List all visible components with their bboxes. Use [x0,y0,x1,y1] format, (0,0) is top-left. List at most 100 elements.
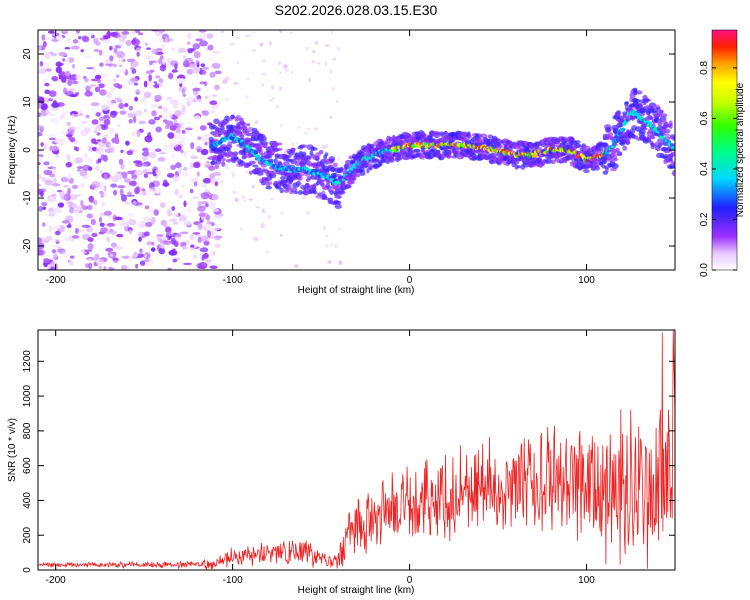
noise-blob [128,105,134,111]
noise-blob [134,96,139,102]
noise-blob [126,194,135,197]
ridge-halo [324,152,329,157]
noise-blob [53,252,58,259]
ridge-halo [291,147,296,152]
noise-blob [199,40,208,47]
noise-blob [61,110,67,116]
noise-blob [40,190,44,197]
ridge-halo [335,200,342,205]
noise-speckle [261,72,267,76]
noise-blob [169,38,174,42]
ridge-halo [337,194,342,199]
noise-blob [111,137,119,144]
noise-blob [98,265,103,270]
noise-speckle [308,77,311,83]
noise-speckle [235,36,241,40]
snr-panel: -200 -100 0 100 0 200 400 600 800 1000 1200 Heigh… [7,329,676,596]
noise-speckle [324,61,328,66]
noise-speckle [304,46,310,52]
noise-blob [144,42,149,46]
noise-speckle [336,46,341,52]
ridge-halo [284,154,292,159]
noise-speckle [301,195,307,199]
noise-blob [143,216,151,223]
noise-blob [53,239,61,242]
noise-blob [204,141,208,146]
ridge-halo [663,128,671,134]
noise-blob [38,132,43,137]
ridge-halo [671,170,675,177]
noise-blob [51,193,57,197]
ridge-halo [631,135,639,140]
noise-speckle [277,60,282,65]
noise-blob [84,249,93,252]
noise-blob [171,153,176,160]
ridge-halo [466,133,472,139]
noise-blob [65,91,74,97]
ridge-halo [660,113,668,118]
noise-blob [143,91,152,99]
noise-blob [200,63,206,68]
noise-blob [165,120,174,127]
noise-blob [116,171,122,175]
noise-blob [51,249,57,254]
noise-blob [75,30,80,34]
noise-blob [41,62,51,70]
snr-y-label: SNR (10 * v/v) [7,418,18,482]
noise-blob [38,237,42,244]
noise-blob [191,177,196,184]
noise-blob [75,75,82,80]
noise-blob [213,208,219,213]
ridge-halo [290,187,298,193]
noise-blob [42,145,47,150]
noise-blob [184,127,193,131]
noise-blob [80,129,89,137]
noise-speckle [278,86,283,91]
noise-blob [103,210,113,216]
ridge-halo [248,160,256,165]
noise-blob [42,206,46,211]
ridge-halo [657,121,663,127]
noise-blob [128,255,133,263]
noise-blob [88,146,94,153]
noise-blob [193,181,198,187]
noise-blob [89,200,96,204]
noise-blob [118,68,127,74]
noise-blob [87,204,93,211]
noise-speckle [279,123,283,128]
noise-blob [94,124,103,132]
noise-blob [204,95,209,100]
noise-blob [69,74,78,81]
noise-blob [101,137,107,144]
ridge-halo [594,165,600,171]
noise-blob [175,127,181,134]
noise-blob [135,161,144,167]
ridge-halo [248,170,253,175]
noise-blob [196,227,201,233]
noise-speckle [328,68,333,74]
noise-blob [103,35,111,39]
noise-blob [85,86,92,90]
ridge-halo [669,152,674,158]
noise-blob [109,55,114,62]
ridge-halo [230,114,235,120]
noise-blob [62,58,66,62]
noise-blob [41,34,46,41]
y-tick-label: 800 [22,422,33,439]
noise-speckle [264,211,267,214]
noise-blob [211,194,219,201]
noise-speckle [321,145,326,150]
noise-speckle [243,199,247,202]
noise-blob [100,73,109,79]
noise-speckle [254,120,259,124]
noise-blob [113,78,117,82]
noise-blob [64,47,71,50]
ridge-halo [563,140,568,146]
noise-blob [112,63,117,68]
noise-blob [180,184,185,188]
noise-blob [106,222,116,227]
noise-blob [172,259,178,263]
ridge-halo [234,156,239,161]
noise-blob [190,155,199,160]
